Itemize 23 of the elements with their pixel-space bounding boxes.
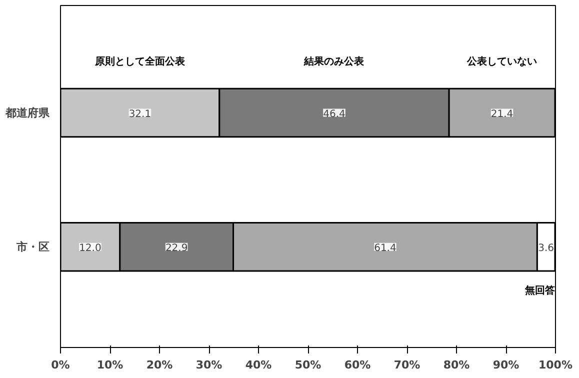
series-label: 無回答 (524, 284, 556, 297)
x-tick-label: 80% (443, 358, 470, 372)
x-tick-label: 0% (51, 358, 70, 372)
data-label: 61.4 (374, 242, 396, 254)
text: 公表していない (466, 55, 538, 68)
data-label: 12.0 (79, 242, 102, 254)
x-tick-label: 50% (294, 358, 322, 372)
text: 原則として全面公表 (94, 55, 186, 68)
x-tick-label: 30% (196, 358, 222, 372)
x-tick-label: 10% (96, 358, 124, 372)
data-label: 46.4 (323, 108, 346, 120)
data-label: 32.1 (128, 108, 152, 120)
x-tick-label: 20% (146, 358, 173, 372)
data-label: 21.4 (490, 108, 514, 120)
x-tick-label: 40% (245, 358, 272, 372)
x-tick-label: 60% (344, 358, 371, 372)
x-tick-label: 90% (492, 358, 520, 372)
y-tick-label: 市・区 (16, 240, 50, 254)
x-tick-label: 100% (538, 358, 572, 372)
x-tick-label: 70% (394, 358, 420, 372)
data-label: 3.6 (538, 242, 554, 254)
y-tick-label: 都道府県 (4, 106, 50, 120)
text: 結果のみ公表 (303, 55, 366, 68)
